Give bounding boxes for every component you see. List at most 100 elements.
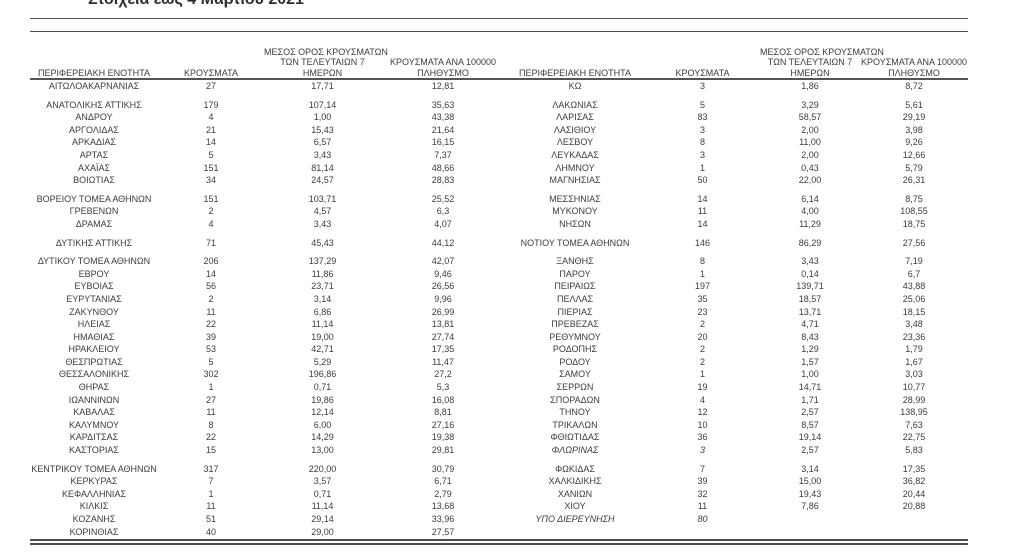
region-cell: ΤΡΙΚΑΛΩΝ — [552, 419, 598, 430]
value-cell: 5 — [699, 99, 705, 110]
value-cell: 103,71 — [308, 193, 337, 204]
value-cell: 15,43 — [311, 124, 334, 135]
region-cell: ΣΠΟΡΑΔΩΝ — [550, 394, 600, 405]
region-cell: ΖΑΚΥΝΘΟΥ — [69, 306, 119, 317]
header-per100k-line1: ΚΡΟΥΣΜΑΤΑ ΑΝΑ 100000 — [390, 57, 496, 67]
value-cell: 51 — [205, 514, 216, 524]
value-cell: 3,43 — [313, 149, 332, 160]
value-cell: 10 — [697, 419, 708, 430]
value-cell: 7,63 — [905, 419, 923, 430]
value-cell: 39 — [205, 331, 216, 342]
value-cell: 19,38 — [431, 432, 455, 443]
table-body: ΑΙΤΩΛΟΑΚΑΡΝΑΝΙΑΣ 27 17,71 12,81 ΚΩ 3 1,86 8,72 Α… — [30, 79, 968, 538]
value-cell: 5 — [208, 356, 214, 367]
value-cell: 6,86 — [313, 306, 332, 317]
value-cell: 8 — [208, 419, 214, 430]
value-cell: 1,86 — [801, 81, 819, 91]
value-cell: 13,68 — [431, 501, 455, 512]
value-cell: 138,95 — [900, 407, 928, 418]
value-cell: 14 — [205, 268, 216, 279]
table-row: ΗΡΑΚΛΕΙΟΥ 53 42,71 17,35 ΡΟΔΟΠΗΣ 2 1,29 1,79 — [30, 343, 968, 356]
header-cases-label: ΚΡΟΥΣΜΑΤΑ — [675, 67, 730, 78]
value-cell: 1 — [699, 162, 705, 173]
value-cell: 10,77 — [902, 382, 926, 393]
value-cell: 2,00 — [801, 149, 819, 160]
value-cell: 29,14 — [311, 514, 334, 524]
value-cell: 6,00 — [313, 419, 332, 430]
cases-table: ΠΕΡΙΦΕΡΕΙΑΚΗ ΕΝΟΤΗΤΑ ΚΡΟΥΣΜΑΤΑ ΜΕΣΟΣ ΟΡΟ… — [30, 36, 968, 538]
value-cell: 8,43 — [801, 331, 819, 342]
region-cell: ΘΗΡΑΣ — [78, 382, 110, 393]
table-row: ΗΜΑΘΙΑΣ 39 19,00 27,74 ΡΕΘΥΜΝΟΥ 20 8,43 23,36 — [30, 331, 968, 344]
table-row: ΚΑΒΑΛΑΣ 11 12,14 8,81 ΤΗΝΟΥ 12 2,57 138,95 — [30, 406, 968, 419]
region-cell: ΗΛΕΙΑΣ — [77, 319, 111, 330]
bottom-rule-1 — [30, 539, 968, 541]
header-cases-label: ΚΡΟΥΣΜΑΤΑ — [184, 67, 238, 78]
value-cell: 8,75 — [905, 193, 923, 204]
value-cell: 7,86 — [801, 501, 819, 512]
value-cell: 50 — [697, 175, 708, 186]
value-cell: 19,43 — [798, 488, 822, 499]
table-row: ΘΕΣΠΡΩΤΙΑΣ 5 5,29 11,47 ΡΟΔΟΥ 2 1,57 1,67 — [30, 356, 968, 369]
region-cell: ΛΑΡΙΣΑΣ — [556, 112, 594, 123]
value-cell: 40 — [205, 526, 216, 537]
region-cell: ΛΕΣΒΟΥ — [556, 137, 594, 148]
value-cell: 21 — [205, 124, 216, 135]
table-row: ΘΕΣΣΑΛΟΝΙΚΗΣ 302 196,86 27,2 ΣΑΜΟΥ 1 1,00 3,03 — [30, 368, 968, 381]
table-row: ΖΑΚΥΝΘΟΥ 11 6,86 26,99 ΠΙΕΡΙΑΣ 23 13,71 18,15 — [30, 306, 968, 319]
value-cell: 18,15 — [902, 306, 926, 317]
value-cell: 48,66 — [431, 162, 455, 173]
value-cell: 15 — [205, 445, 216, 456]
region-cell: ΕΒΡΟΥ — [78, 268, 110, 279]
value-cell: 35 — [697, 293, 708, 304]
region-cell: ΡΟΔΟΠΗΣ — [552, 344, 598, 355]
value-cell: 11 — [697, 206, 708, 217]
value-cell: 27,2 — [434, 369, 452, 380]
value-cell: 13,81 — [431, 319, 455, 330]
value-cell: 26,56 — [431, 281, 455, 292]
value-cell: 28,83 — [431, 175, 455, 186]
value-cell: 30,79 — [431, 463, 455, 474]
value-cell: 317 — [203, 463, 219, 474]
region-cell: ΚΙΛΚΙΣ — [79, 501, 109, 512]
value-cell: 14,71 — [798, 382, 822, 393]
table-row: ΑΡΓΟΛΙΔΑΣ 21 15,43 21,64 ΛΑΣΙΘΙΟΥ 3 2,00 3,98 — [30, 124, 968, 137]
region-cell: ΗΡΑΚΛΕΙΟΥ — [68, 344, 120, 355]
region-cell — [505, 526, 645, 539]
table-row: ΑΡΚΑΔΙΑΣ 14 6,57 16,15 ΛΕΣΒΟΥ 8 11,00 9,26 — [30, 136, 968, 149]
value-cell: 83 — [697, 112, 708, 123]
region-cell: ΚΕΝΤΡΙΚΟΥ ΤΟΜΕΑ ΑΘΗΝΩΝ — [31, 463, 157, 474]
value-cell: 13,71 — [798, 306, 822, 317]
table-row: ΔΥΤΙΚΗΣ ΑΤΤΙΚΗΣ 71 45,43 44,12 ΝΟΤΙΟΥ ΤΟΜΕΑ … — [30, 237, 968, 250]
value-cell: 17,71 — [311, 81, 334, 91]
value-cell: 11,14 — [311, 501, 334, 512]
top-rule-1 — [30, 18, 968, 19]
region-cell: ΚΑΡΔΙΤΣΑΣ — [69, 432, 119, 443]
region-cell: ΚΕΦΑΛΛΗΝΙΑΣ — [61, 488, 127, 499]
value-cell: 3 — [699, 445, 705, 456]
region-cell: ΦΘΙΩΤΙΔΑΣ — [550, 432, 600, 443]
region-cell: ΑΧΑΪΑΣ — [77, 162, 111, 173]
value-cell: 23,71 — [311, 281, 334, 292]
header-avg7-line1: ΜΕΣΟΣ ΟΡΟΣ ΚΡΟΥΣΜΑΤΩΝ — [264, 46, 388, 57]
value-cell: 12,14 — [311, 407, 334, 418]
value-cell: 12,66 — [902, 149, 926, 160]
bottom-rule-2 — [30, 543, 968, 545]
value-cell: 9,26 — [905, 137, 923, 148]
region-cell: ΚΕΡΚΥΡΑΣ — [70, 476, 118, 487]
value-cell: 34 — [205, 175, 216, 186]
region-cell: ΚΑΛΥΜΝΟΥ — [68, 419, 120, 430]
value-cell: 3,57 — [313, 476, 332, 487]
value-cell: 179 — [203, 99, 219, 110]
value-cell: 27,56 — [902, 237, 926, 248]
value-cell: 36 — [697, 432, 708, 443]
value-cell — [645, 526, 760, 539]
region-cell: ΜΥΚΟΝΟΥ — [552, 206, 598, 217]
value-cell: 5,79 — [905, 162, 923, 173]
value-cell: 4,71 — [801, 319, 819, 330]
value-cell: 81,14 — [311, 162, 334, 173]
value-cell: 19,86 — [311, 394, 334, 405]
value-cell: 4,07 — [434, 218, 452, 229]
value-cell: 3,14 — [801, 463, 819, 474]
